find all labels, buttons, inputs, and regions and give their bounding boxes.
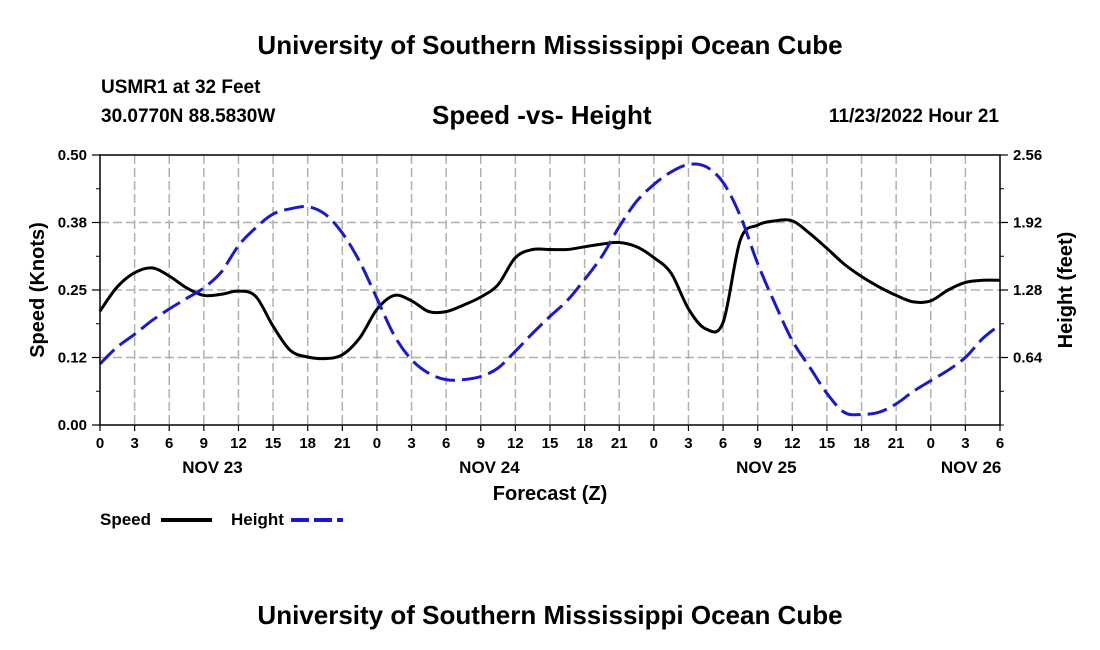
x-tick-label: 0 — [96, 435, 104, 452]
station-coordinates: 30.0770N 88.5830W — [101, 106, 276, 127]
x-tick-label: 9 — [754, 435, 762, 452]
y2-axis-label: Height (feet) — [1055, 232, 1077, 349]
y-tick-label: 0.12 — [58, 350, 87, 367]
plot-series — [98, 162, 1001, 417]
y2-tick-label: 1.28 — [1013, 282, 1042, 299]
y2-tick-label: 2.56 — [1013, 147, 1042, 164]
page-title: University of Southern Mississippi Ocean… — [257, 30, 843, 60]
y-tick-label: 0.00 — [58, 417, 87, 434]
x-tick-label: 21 — [334, 435, 351, 452]
x-tick-label: 18 — [299, 435, 316, 452]
x-tick-label: 18 — [576, 435, 593, 452]
chart-title: Speed -vs- Height — [432, 100, 652, 130]
date-label: NOV 26 — [941, 458, 1001, 477]
x-tick-label: 9 — [200, 435, 208, 452]
x-tick-label: 6 — [165, 435, 173, 452]
y2-tick-label: 0.64 — [1013, 350, 1043, 367]
forecast-datetime: 11/23/2022 Hour 21 — [828, 106, 999, 127]
x-tick-label: 3 — [961, 435, 969, 452]
axes: 0 3 6 9 12 15 18 21 0 3 6 9 12 15 18 21 0 3 6 9 12 15 18 21 0 3 6 0… — [58, 147, 1043, 477]
date-label: NOV 25 — [736, 458, 796, 477]
series-line-height — [98, 162, 1001, 417]
x-tick-label: 18 — [853, 435, 870, 452]
x-tick-label: 21 — [611, 435, 628, 452]
x-tick-label: 0 — [650, 435, 658, 452]
y-tick-label: 0.25 — [58, 282, 87, 299]
x-tick-label: 21 — [888, 435, 905, 452]
x-tick-label: 3 — [130, 435, 138, 452]
x-tick-label: 0 — [927, 435, 935, 452]
legend: Speed Height — [100, 510, 343, 529]
y-tick-label: 0.38 — [58, 215, 87, 232]
station-name: USMR1 at 32 Feet — [101, 77, 261, 98]
x-axis-label: Forecast (Z) — [493, 483, 607, 505]
y-axis-label: Speed (Knots) — [27, 222, 49, 358]
x-tick-label: 12 — [507, 435, 524, 452]
x-tick-label: 12 — [784, 435, 801, 452]
x-tick-label: 6 — [996, 435, 1004, 452]
x-tick-label: 3 — [407, 435, 415, 452]
x-tick-label: 15 — [265, 435, 282, 452]
x-tick-label: 15 — [542, 435, 559, 452]
x-tick-label: 0 — [373, 435, 381, 452]
legend-speed-label: Speed — [100, 510, 151, 529]
footer-title: University of Southern Mississippi Ocean… — [257, 600, 843, 630]
grid-lines — [100, 154, 1000, 425]
series-line-speed — [98, 218, 1001, 361]
date-label: NOV 23 — [182, 458, 242, 477]
y-tick-label: 0.50 — [58, 147, 87, 164]
x-tick-label: 15 — [819, 435, 836, 452]
x-tick-label: 6 — [719, 435, 727, 452]
x-tick-label: 9 — [477, 435, 485, 452]
x-tick-label: 3 — [684, 435, 692, 452]
date-label: NOV 24 — [459, 458, 520, 477]
legend-height-label: Height — [231, 510, 284, 529]
x-tick-label: 6 — [442, 435, 450, 452]
y2-tick-label: 1.92 — [1013, 215, 1042, 232]
x-tick-label: 12 — [230, 435, 247, 452]
